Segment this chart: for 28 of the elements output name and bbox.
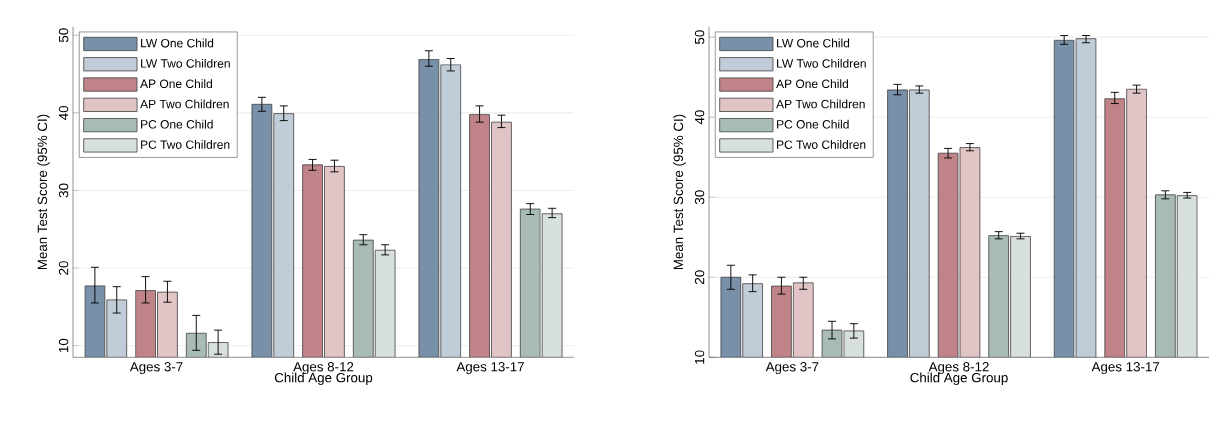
y-tick-label: 50 (694, 30, 705, 44)
legend-label: LW One Child (141, 38, 214, 48)
legend-label: PC One Child (777, 119, 849, 129)
legend-label: PC One Child (141, 119, 213, 129)
legend-label: AP One Child (140, 79, 212, 89)
y-tick-label: 20 (58, 261, 69, 275)
legend-label: LW Two Children (777, 58, 866, 68)
y-tick-label: 10 (58, 338, 69, 353)
legend-label: AP Two Children (140, 99, 229, 109)
y-tick-label: 40 (58, 105, 69, 120)
y-tick-label: 30 (694, 190, 705, 205)
x-tick-label: Ages 3-7 (129, 362, 183, 375)
x-tick-label: Ages 13-17 (1091, 362, 1160, 375)
legend-label: PC Two Children (141, 140, 230, 149)
y-axis-title: Mean Test Score (95% CI) (673, 114, 686, 270)
legend-label: LW One Child (777, 38, 850, 48)
y-tick-label: 50 (58, 28, 69, 43)
y-tick-label: 20 (694, 270, 705, 285)
x-tick-label: Ages 13-17 (456, 362, 524, 375)
y-tick-label: 30 (58, 183, 69, 198)
legend-label: LW Two Children (141, 58, 230, 68)
x-tick-label: Ages 3-7 (765, 362, 819, 375)
legend-label: AP Two Children (776, 99, 865, 109)
y-axis-title: Mean Test Score (95% CI) (37, 114, 50, 270)
legend-label: AP One Child (776, 79, 848, 89)
y-tick-label: 40 (694, 110, 705, 125)
y-tick-label: 10 (694, 350, 705, 364)
legend-label: PC Two Children (777, 140, 866, 149)
